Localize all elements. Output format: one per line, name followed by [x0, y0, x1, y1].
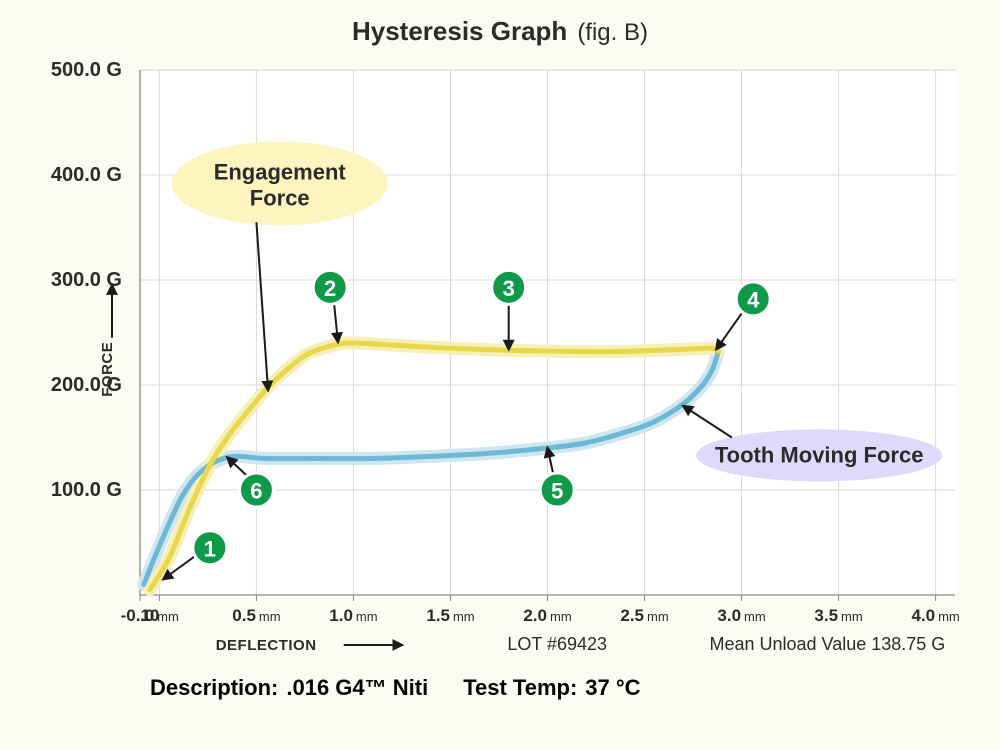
x-tick-label: 3.0mm	[717, 606, 765, 625]
mean-unload-text: Mean Unload Value 138.75 G	[709, 634, 945, 654]
marker-number: 2	[324, 276, 336, 301]
x-tick-label: 0.5mm	[232, 606, 280, 625]
y-tick-label: 500.0 G	[51, 59, 122, 81]
x-tick-label: 1.5mm	[426, 606, 474, 625]
engagement-callout-line1: Engagement	[214, 159, 347, 184]
y-axis-label: FORCE	[99, 342, 116, 397]
temp-label: Test Temp:	[463, 675, 577, 700]
marker-number: 4	[747, 287, 760, 312]
x-tick-label: 4.0mm	[911, 606, 959, 625]
x-tick-label: 3.5mm	[814, 606, 862, 625]
marker-number: 5	[551, 479, 563, 504]
title-sub: (fig. B)	[577, 19, 648, 46]
x-tick-label: .0mm	[140, 606, 179, 625]
hysteresis-graph-figure: { "title": { "main": "Hysteresis Graph",…	[0, 0, 1000, 750]
x-tick-label: 2.0mm	[523, 606, 571, 625]
temp-value: 37 °C	[585, 675, 640, 700]
y-tick-label: 400.0 G	[51, 164, 122, 186]
description-line: Description: .016 G4™ Niti Test Temp: 37 °C	[150, 675, 641, 700]
tooth-callout-text: Tooth Moving Force	[715, 442, 924, 467]
engagement-callout-line2: Force	[250, 185, 310, 210]
description-value: .016 G4™ Niti	[286, 675, 428, 700]
x-tick-label: 2.5mm	[620, 606, 668, 625]
x-tick-label: 1.0mm	[329, 606, 377, 625]
marker-number: 6	[250, 479, 262, 504]
chart-svg: Hysteresis Graph(fig. B)100.0 G200.0 G30…	[0, 0, 1000, 750]
x-axis-label: DEFLECTION	[216, 637, 317, 654]
title-main: Hysteresis Graph	[352, 16, 567, 46]
lot-text: LOT #69423	[507, 634, 607, 654]
marker-number: 3	[503, 276, 515, 301]
y-tick-label: 100.0 G	[51, 479, 122, 501]
chart-title: Hysteresis Graph (fig. B)	[352, 16, 648, 46]
marker-number: 1	[204, 536, 216, 561]
description-label: Description:	[150, 675, 278, 700]
